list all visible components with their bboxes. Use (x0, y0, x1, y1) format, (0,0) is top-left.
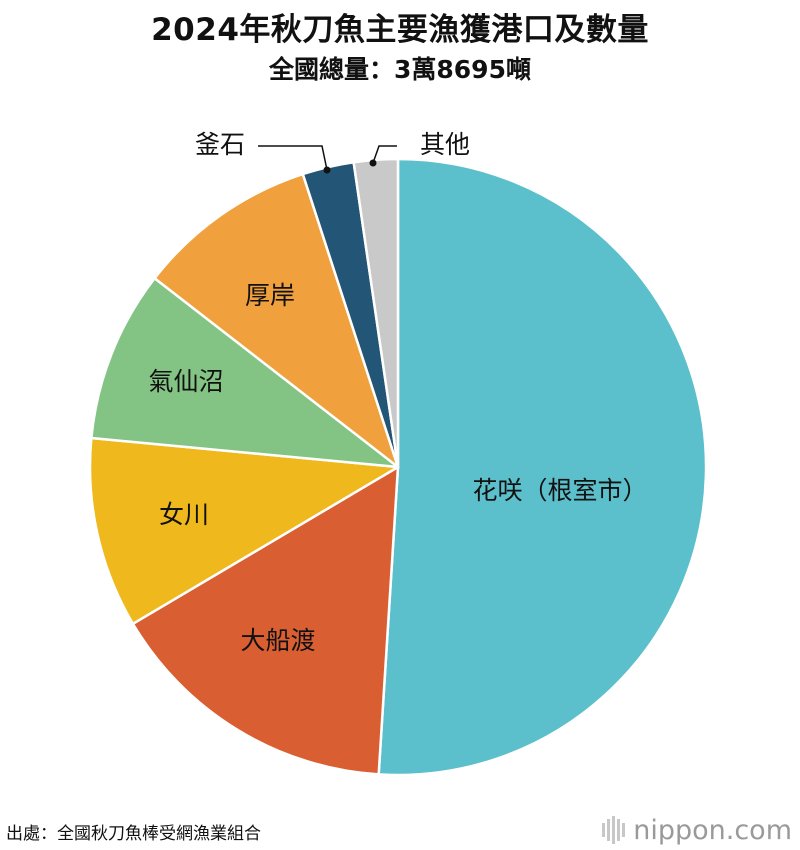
callout-dot-7 (369, 159, 377, 167)
brand-suffix: .com (725, 814, 792, 846)
slice-label-2: 大船渡 (240, 626, 315, 655)
pie-slice-7 (352, 157, 400, 469)
chart-subtitle: 全國總量：3萬8695噸 (269, 55, 531, 84)
slice-label-7: 其他 (420, 130, 470, 159)
callout-dot-6 (323, 166, 331, 174)
pie-slice-5 (153, 172, 400, 469)
pie-slice-4 (90, 276, 400, 469)
slice-label-3: 女川 (159, 500, 209, 529)
pie-slice-2 (131, 465, 400, 776)
slice-label-1: 花咲（根室市） (472, 476, 647, 505)
nippon-logo: nippon.com (602, 812, 792, 848)
pie-slice-1 (377, 157, 708, 777)
slice-label-6: 釜石 (195, 130, 245, 159)
bars-icon (602, 816, 626, 844)
slice-label-5: 厚岸 (245, 281, 295, 310)
chart-title: 2024年秋刀魚主要漁獲港口及數量 (151, 12, 649, 48)
slice-label-4: 氣仙沼 (148, 367, 223, 396)
callout-line-7 (372, 145, 397, 164)
pie-slice-3 (88, 436, 400, 626)
brand-name: nippon (633, 814, 726, 846)
callout-line-6 (258, 145, 328, 171)
source-note: 出處：全國秋刀魚棒受網漁業組合 (6, 824, 261, 844)
